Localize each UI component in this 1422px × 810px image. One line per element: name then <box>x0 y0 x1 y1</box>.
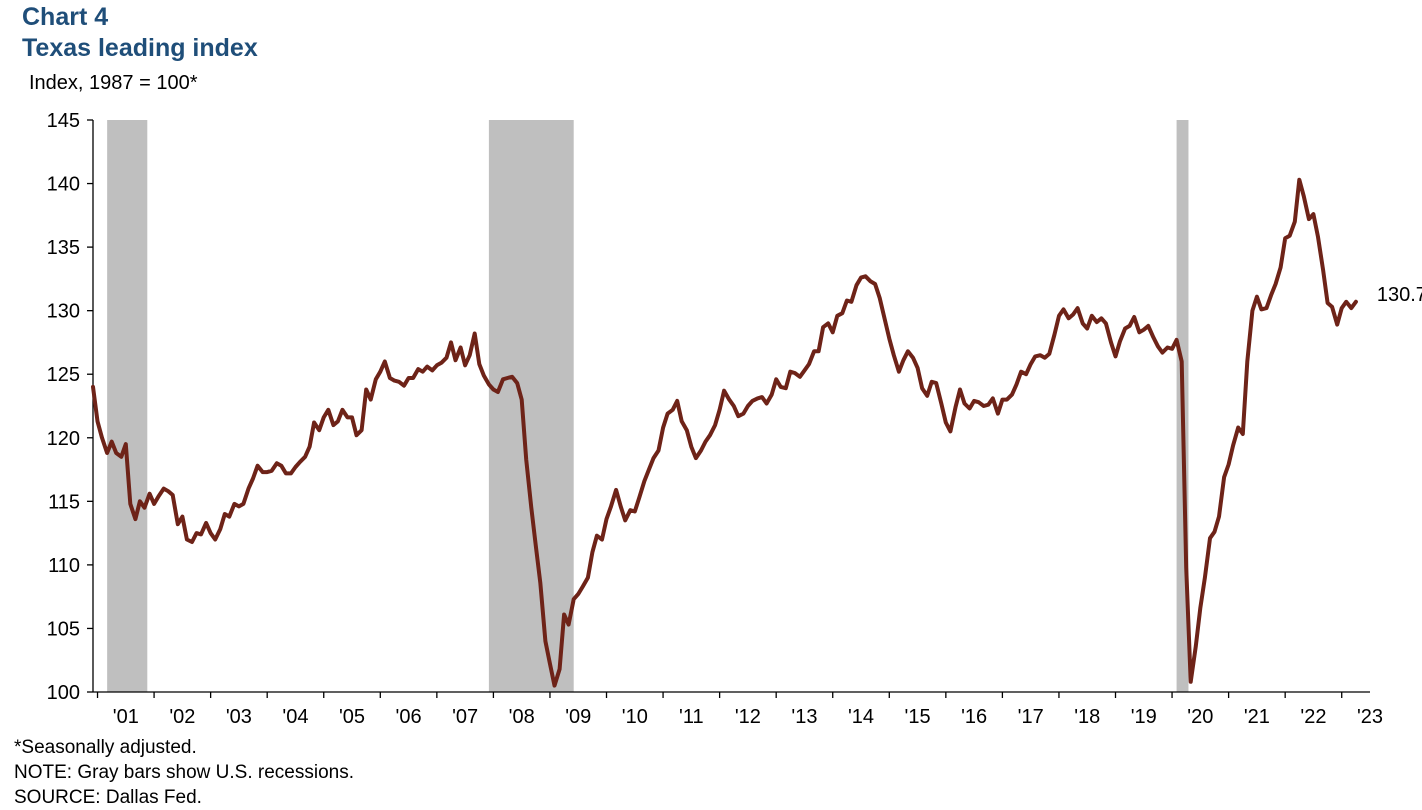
y-tick-label: 105 <box>47 618 80 640</box>
x-tick-label: '02 <box>169 706 195 728</box>
recession-bar-1 <box>107 120 148 692</box>
labels: 130.70 <box>1377 284 1422 306</box>
footnote-seasonally-adjusted: *Seasonally adjusted. <box>14 737 197 758</box>
y-tick-label: 120 <box>47 428 80 450</box>
end-value-label: 130.70 <box>1377 284 1422 306</box>
x-tick-label: '07 <box>452 706 478 728</box>
x-tick-label: '19 <box>1131 706 1157 728</box>
x-tick-label: '12 <box>735 706 761 728</box>
recession-bar-2 <box>488 120 574 692</box>
recession-bars <box>107 120 1189 692</box>
chart-title: Texas leading index <box>22 34 258 62</box>
x-tick-label: '01 <box>113 706 139 728</box>
x-tick-label: '21 <box>1244 706 1270 728</box>
x-tick-label: '11 <box>679 706 704 728</box>
y-tick-label: 135 <box>47 237 80 259</box>
series-line-1 <box>91 177 1358 688</box>
x-tick-label: '10 <box>622 706 648 728</box>
x-tick-label: '09 <box>565 706 591 728</box>
x-tick-label: '22 <box>1300 706 1326 728</box>
y-tick-label: 100 <box>47 682 80 704</box>
y-tick-label: 125 <box>47 364 80 386</box>
y-axis-unit-label: Index, 1987 = 100* <box>29 72 198 94</box>
footnote-source: SOURCE: Dallas Fed. <box>14 787 202 808</box>
y-tick-label: 145 <box>47 110 80 132</box>
chart-number-label: Chart 4 <box>22 3 109 31</box>
x-tick-label: '03 <box>226 706 252 728</box>
series-layer <box>91 177 1358 688</box>
x-tick-label: '17 <box>1018 706 1044 728</box>
y-tick-label: 110 <box>48 555 80 577</box>
footnote-recessions: NOTE: Gray bars show U.S. recessions. <box>14 762 354 783</box>
x-tick-label: '05 <box>339 706 365 728</box>
x-tick-label: '15 <box>905 706 931 728</box>
x-tick-label: '13 <box>791 706 817 728</box>
x-tick-label: '08 <box>509 706 535 728</box>
x-tick-label: '14 <box>848 706 874 728</box>
axes: 100 105 110 115 120 125 130 135 140 145 '01 '02 '03 '… <box>47 110 1383 728</box>
y-tick-label: 130 <box>47 301 80 323</box>
y-tick-label: 115 <box>48 491 80 513</box>
x-tick-label: '06 <box>396 706 422 728</box>
x-tick-label: '23 <box>1357 706 1383 728</box>
x-tick-label: '18 <box>1074 706 1100 728</box>
x-tick-label: '16 <box>961 706 987 728</box>
x-tick-label: '04 <box>282 706 308 728</box>
y-tick-label: 140 <box>47 174 80 196</box>
x-tick-label: '20 <box>1187 706 1213 728</box>
